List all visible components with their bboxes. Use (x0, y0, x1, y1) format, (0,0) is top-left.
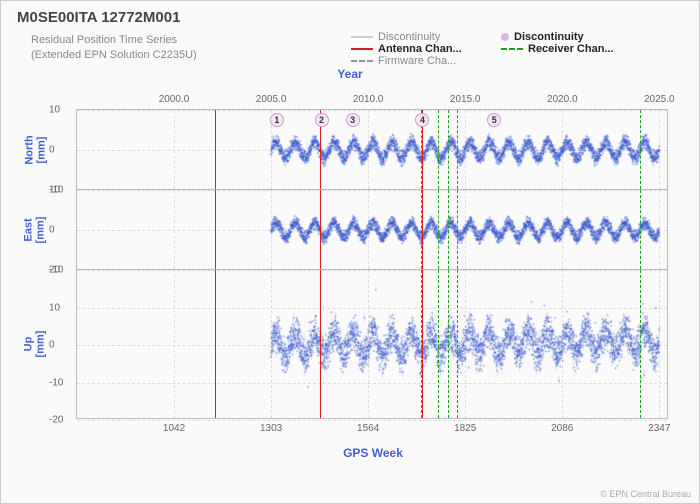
receiver-line (448, 110, 449, 189)
ytick: -10 (49, 377, 63, 388)
panel-1: -10010East[mm] (76, 189, 668, 269)
legend-dot-discont (501, 33, 509, 41)
discontinuity-marker: 4 (415, 113, 429, 127)
receiver-line (421, 270, 422, 418)
week-tick: 1303 (260, 423, 282, 434)
panel-0: -10010123452000.02005.02010.02015.02020.… (76, 109, 668, 189)
receiver-line (438, 190, 439, 269)
y-axis-label: Up[mm] (22, 331, 46, 358)
antenna-line (422, 190, 423, 269)
week-tick: 1042 (163, 423, 185, 434)
discontinuity-marker: 2 (315, 113, 329, 127)
plot-area: -10010123452000.02005.02010.02015.02020.… (76, 109, 668, 419)
year-tick: 2025.0 (644, 94, 675, 105)
subtitle-line-2: (Extended EPN Solution C2235U) (31, 49, 197, 61)
year-tick: 2015.0 (450, 94, 481, 105)
bottom-axis-label: GPS Week (77, 446, 669, 460)
top-axis-label: Year (1, 67, 699, 81)
week-tick: 2086 (551, 423, 573, 434)
receiver-line (640, 270, 641, 418)
year-tick: 2010.0 (353, 94, 384, 105)
receiver-line (438, 110, 439, 189)
chart-title: M0SE00ITA 12772M001 (17, 9, 180, 26)
week-tick: 2347 (648, 423, 670, 434)
receiver-line (457, 270, 458, 418)
receiver-line (457, 190, 458, 269)
legend-receiver: Receiver Chan... (501, 43, 631, 55)
antenna-line (320, 270, 321, 418)
ytick: 10 (49, 185, 60, 196)
receiver-line (438, 270, 439, 418)
ytick: 20 (49, 265, 60, 276)
legend-swatch-discont-line (351, 36, 373, 38)
subtitle-line-1: Residual Position Time Series (31, 34, 177, 46)
week-tick: 1825 (454, 423, 476, 434)
legend-discontinuity-line: Discontinuity (351, 31, 481, 43)
legend-swatch-receiver (501, 48, 523, 50)
week-tick: 1564 (357, 423, 379, 434)
receiver-line (640, 110, 641, 189)
receiver-line (457, 110, 458, 189)
ytick: 0 (49, 340, 55, 351)
receiver-line (640, 190, 641, 269)
scatter-canvas (77, 110, 669, 190)
year-tick: 2000.0 (159, 94, 190, 105)
receiver-line (421, 190, 422, 269)
ytick: 0 (49, 145, 55, 156)
antenna-line (422, 270, 423, 418)
scatter-canvas (77, 270, 669, 420)
antenna-line (215, 110, 216, 189)
year-tick: 2005.0 (256, 94, 287, 105)
panel-2: -20-1001020104213031564182520862347GPS W… (76, 269, 668, 419)
scatter-canvas (77, 190, 669, 270)
ytick: -20 (49, 415, 63, 426)
antenna-line (215, 190, 216, 269)
ytick: 0 (49, 225, 55, 236)
antenna-line (215, 270, 216, 418)
y-axis-label: East[mm] (22, 216, 46, 243)
ytick: 10 (49, 105, 60, 116)
ytick: 10 (49, 302, 60, 313)
legend-discontinuity-dot: Discontinuity (501, 31, 631, 43)
legend-swatch-firmware (351, 60, 373, 62)
legend-antenna: Antenna Chan... (351, 43, 481, 55)
chart-subtitle: Residual Position Time Series (Extended … (31, 33, 197, 63)
discontinuity-marker: 1 (270, 113, 284, 127)
chart-container: M0SE00ITA 12772M001 Residual Position Ti… (0, 0, 700, 504)
footer-credit: © EPN Central Bureau (600, 489, 691, 499)
year-tick: 2020.0 (547, 94, 578, 105)
legend: Discontinuity Discontinuity Antenna Chan… (351, 31, 631, 67)
receiver-line (448, 270, 449, 418)
legend-firmware: Firmware Cha... (351, 55, 481, 67)
antenna-line (320, 190, 321, 269)
legend-swatch-antenna (351, 48, 373, 50)
receiver-line (448, 190, 449, 269)
discontinuity-marker: 3 (346, 113, 360, 127)
y-axis-label: North[mm] (24, 135, 48, 164)
discontinuity-marker: 5 (487, 113, 501, 127)
